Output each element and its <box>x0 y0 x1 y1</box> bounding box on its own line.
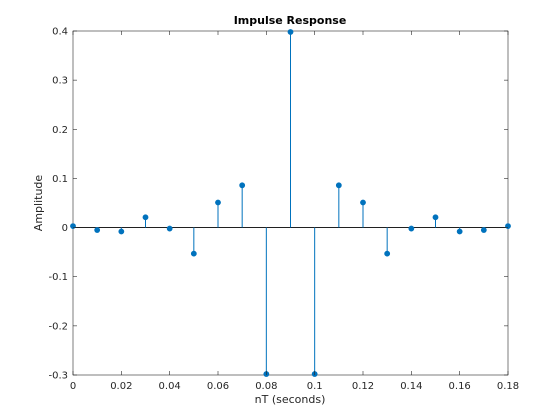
stems-group <box>70 29 511 377</box>
y-tick-label: 0 <box>62 223 68 234</box>
y-tick-label: -0.2 <box>48 321 68 332</box>
y-tick-label: -0.1 <box>48 272 68 283</box>
y-axis-label: Amplitude <box>32 175 45 232</box>
stem-marker <box>335 182 342 189</box>
stem-marker <box>432 214 439 221</box>
x-tick-label: 0.06 <box>207 381 229 392</box>
x-tick-label: 0.04 <box>159 381 181 392</box>
stem-marker <box>287 29 294 35</box>
x-tick-label: 0.14 <box>400 381 422 392</box>
y-tick-label: 0.1 <box>52 174 68 185</box>
y-tick-label: 0.3 <box>52 76 68 87</box>
x-tick-label: 0.18 <box>497 381 519 392</box>
x-tick-label: 0.1 <box>307 381 323 392</box>
y-tick-label: 0.2 <box>52 125 68 136</box>
tick-labels-group: 0 0.02 0.04 0.06 0.08 0.1 0.12 0.14 0.16 0.18 -0.3… <box>48 27 519 393</box>
chart-title: Impulse Response <box>234 14 347 27</box>
y-tick-label: 0.4 <box>52 27 68 38</box>
stem-marker <box>166 225 173 232</box>
stem-marker <box>215 199 221 206</box>
stem-marker <box>408 225 415 232</box>
x-tick-label: 0.12 <box>352 381 374 392</box>
ticks-group <box>72 30 509 376</box>
stem-marker <box>239 182 246 189</box>
x-tick-label: 0 <box>70 381 76 392</box>
stem-marker <box>480 227 487 233</box>
x-tick-label: 0.16 <box>449 381 471 392</box>
stem-marker <box>505 223 511 229</box>
x-tick-label: 0.02 <box>110 381 132 392</box>
stem-marker <box>94 227 101 233</box>
stem-marker <box>456 228 463 235</box>
stem-marker <box>190 250 197 257</box>
stem-marker <box>70 223 76 229</box>
stem-marker <box>118 228 125 235</box>
stem-marker <box>384 250 391 257</box>
x-tick-label: 0.08 <box>255 381 277 392</box>
y-tick-label: -0.3 <box>48 371 68 382</box>
stem-marker <box>142 214 149 221</box>
stem-marker <box>360 199 366 206</box>
x-axis-label: nT (seconds) <box>255 393 326 406</box>
